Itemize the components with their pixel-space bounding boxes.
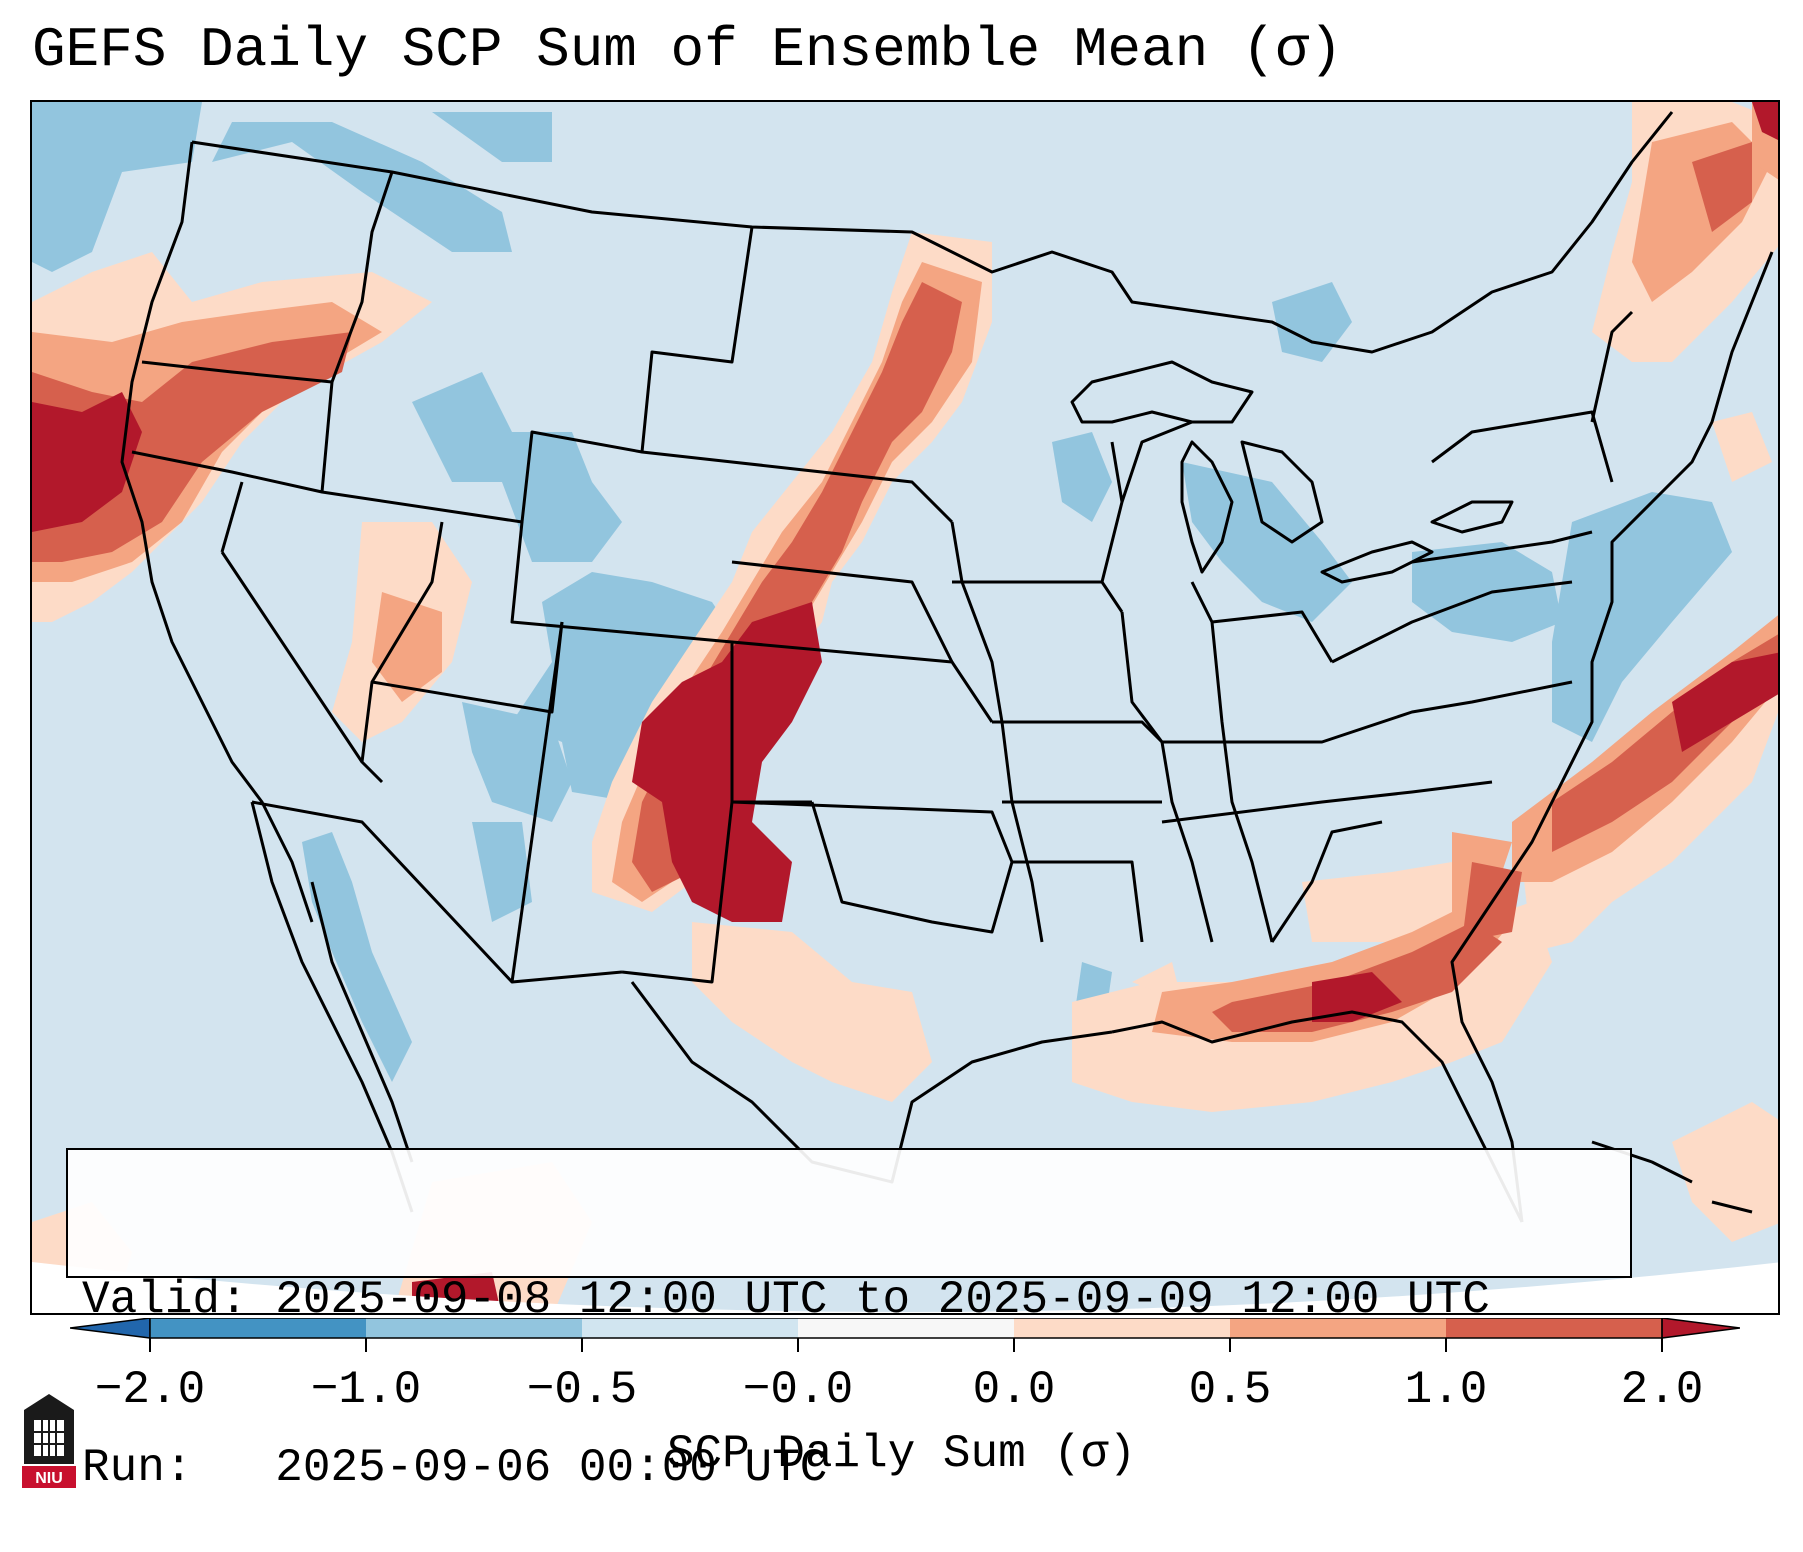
scp-field-map: [32, 102, 1778, 1313]
colorbar-svg: [69, 1317, 1741, 1352]
colorbar-bin-5: [1014, 1318, 1230, 1338]
colorbar-tick-label: 0.0: [972, 1364, 1056, 1416]
political-boundaries: [120, 111, 1774, 1223]
colorbar-tick-label: −2.0: [94, 1364, 206, 1416]
map-title: GEFS Daily SCP Sum of Ensemble Mean (σ): [32, 18, 1343, 82]
colorbar-tick-label: 0.5: [1188, 1364, 1272, 1416]
niu-logo-icon: NIU: [22, 1394, 76, 1488]
valid-run-info-box: Valid: 2025-09-08 12:00 UTC to 2025-09-0…: [66, 1148, 1632, 1494]
run-time-text: Run: 2025-09-06 00:00 UTC: [82, 1442, 828, 1494]
colorbar-bin-4: [798, 1318, 1014, 1338]
colorbar-bin-1: [150, 1318, 366, 1338]
colorbar-tick-label: −0.0: [742, 1364, 854, 1416]
positive-anomaly-extreme: [32, 102, 1778, 1313]
colorbar-tick-label: 1.0: [1404, 1364, 1488, 1416]
colorbar-outline: [149, 1317, 1663, 1339]
colorbar-bin-7: [1446, 1318, 1662, 1338]
colorbar-label: SCP Daily Sum (σ): [666, 1428, 1137, 1480]
colorbar-ticks: [149, 1338, 1663, 1352]
colorbar: [69, 1317, 1741, 1358]
colorbar-bin-2: [366, 1318, 582, 1338]
logo-text: NIU: [35, 1470, 63, 1487]
colorbar-bin-3: [582, 1318, 798, 1338]
colorbar-tick-label: 2.0: [1620, 1364, 1704, 1416]
colorbar-bin-6: [1230, 1318, 1446, 1338]
colorbar-extend-high: [1661, 1317, 1741, 1339]
map-panel: [30, 100, 1780, 1315]
colorbar-tick-label: −0.5: [526, 1364, 638, 1416]
colorbar-extend-low: [69, 1317, 151, 1339]
projection-edge: [32, 1262, 1778, 1313]
colorbar-tick-label: −1.0: [310, 1364, 422, 1416]
niu-logo: NIU: [18, 1390, 80, 1490]
